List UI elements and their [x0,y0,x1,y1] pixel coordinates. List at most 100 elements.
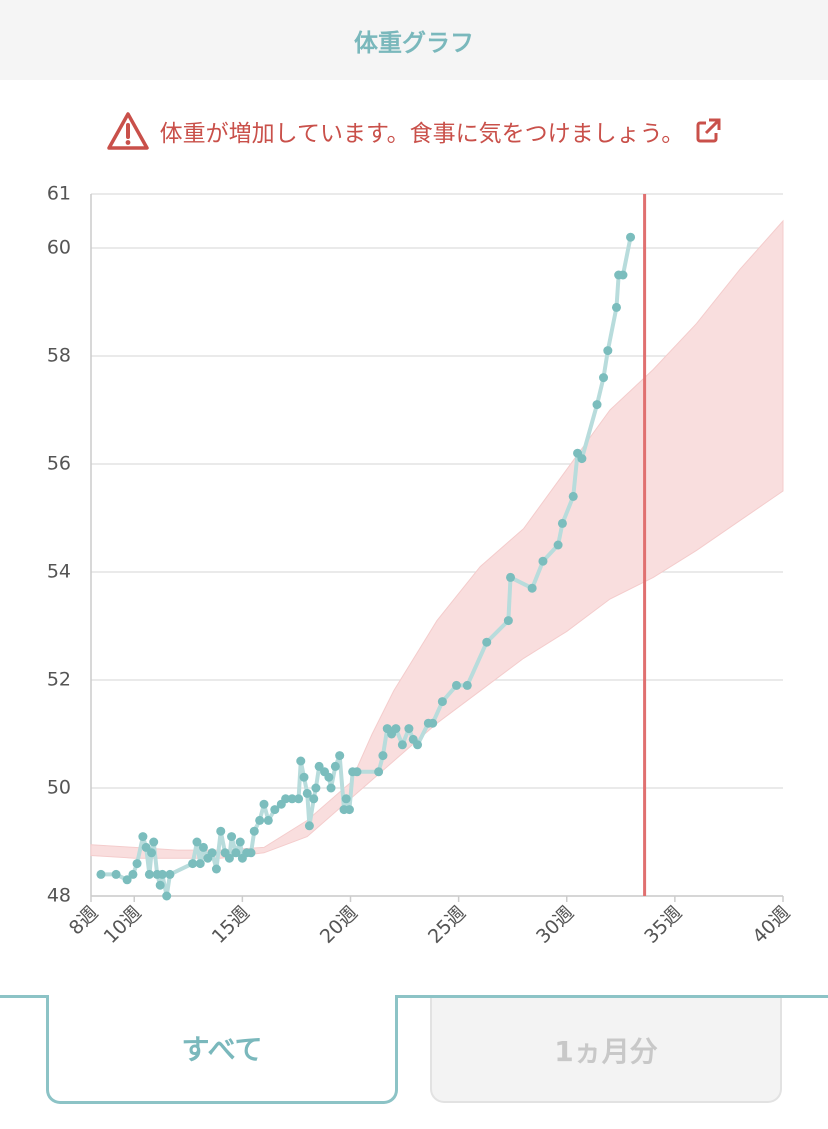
tab-label: すべて [181,1033,263,1066]
weight-point [428,718,438,728]
weight-point [207,848,217,858]
y-tick-label: 60 [47,237,71,259]
tab-label: 1ヵ月分 [554,1034,658,1068]
weight-line [100,236,633,898]
weight-point [294,794,304,804]
weight-point [437,697,447,707]
weight-point [603,346,613,356]
warning-icon [106,112,149,150]
weight-point [309,794,319,804]
weight-point [198,842,208,852]
weight-point [132,859,142,869]
weight-point [397,740,407,750]
weight-point [413,740,423,750]
weight-point [451,680,461,690]
weight-point [216,826,226,836]
weight-point [192,837,202,847]
tab-month[interactable]: 1ヵ月分 [430,998,782,1103]
weight-point [618,270,628,280]
weight-point [626,232,636,242]
external-link-icon[interactable] [694,117,722,145]
weight-point [341,794,351,804]
weight-point [231,848,241,858]
weight-point [553,540,563,550]
weight-point [557,518,567,528]
y-tick-label: 52 [47,669,71,691]
x-tick-label: 35週 [640,902,686,948]
weight-point [255,815,265,825]
weight-point [227,832,237,842]
weight-point [568,491,578,501]
weight-point [592,400,602,410]
weight-point [144,869,154,879]
weight-point [249,826,259,836]
x-tick-label: 40週 [748,902,794,948]
weight-point [147,848,157,858]
weight-point [538,556,548,566]
weight-point [335,751,345,761]
weight-point [162,891,172,901]
weight-point [304,821,314,831]
y-tick-label: 50 [47,777,71,799]
weight-point [344,805,354,815]
tab-all[interactable]: すべて [46,995,398,1104]
weight-point [287,794,297,804]
weight-point [302,788,312,798]
weight-point [577,454,587,464]
weight-point [352,767,362,777]
weight-point [195,859,205,869]
y-tick-label: 48 [47,885,71,907]
weight-point [235,837,245,847]
x-tick-label: 15週 [208,902,254,948]
warning[interactable]: 体重が増加しています。食事に気をつけましょう。 [0,106,828,156]
weight-point [482,637,492,647]
y-tick-label: 61 [47,183,71,205]
weight-point [299,772,309,782]
header: 体重グラフ [0,0,828,80]
weight-point [281,794,291,804]
warning-text: 体重が増加しています。食事に気をつけましょう。 [159,121,685,147]
weight-point [259,799,269,809]
y-tick-label: 58 [47,345,71,367]
weight-point [326,783,336,793]
weight-point [188,859,198,869]
weight-point [378,751,388,761]
reference-band [90,219,784,859]
weight-point [157,869,167,879]
weight-point [462,680,472,690]
weight-point [138,832,148,842]
weight-point [149,837,159,847]
weight-point [374,767,384,777]
weight-point [155,880,165,890]
weight-point [165,869,175,879]
weight-point [263,815,273,825]
weight-point [311,783,321,793]
weight-point [224,853,234,863]
weight-point [404,724,414,734]
x-tick-label: 10週 [100,902,146,948]
weight-point [296,756,306,766]
x-tick-label: 30週 [532,902,578,948]
weight-point [611,302,621,312]
weight-point [503,616,513,626]
weight-point [330,761,340,771]
weight-point [111,869,121,879]
y-tick-label: 54 [47,561,71,583]
weight-point [211,864,221,874]
weight-point [246,848,256,858]
weight-point [122,875,132,885]
weight-point [96,869,106,879]
weight-point [324,772,334,782]
y-tick-label: 56 [47,453,71,475]
x-tick-label: 25週 [424,902,470,948]
weight-point [270,805,280,815]
weight-point [599,373,609,383]
weight-point [506,572,516,582]
header-title: 体重グラフ [354,28,474,57]
weight-point [527,583,537,593]
tab-border [0,995,828,998]
weight-point [391,724,401,734]
weight-point [128,869,138,879]
